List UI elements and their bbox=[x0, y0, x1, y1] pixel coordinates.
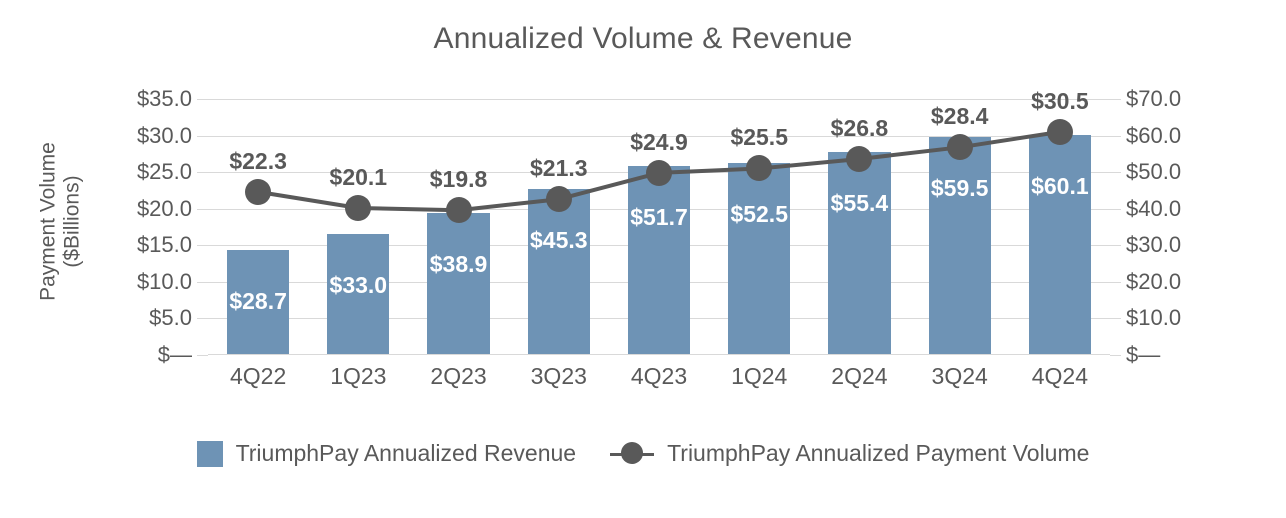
axis-tick-mark bbox=[1110, 245, 1121, 247]
line-value-label: $19.8 bbox=[429, 166, 488, 193]
category-label: 3Q24 bbox=[931, 363, 988, 389]
bar bbox=[227, 250, 290, 355]
axis-baseline bbox=[208, 354, 1110, 355]
left-axis-title-line1: Payment Volume bbox=[36, 142, 60, 301]
bar bbox=[327, 234, 390, 355]
left-tick-label: $10.0 bbox=[136, 268, 192, 294]
category-axis: 4Q22 1Q23 2Q23 3Q23 4Q23 1Q24 2Q24 3Q24 4Q24 bbox=[208, 363, 1110, 397]
right-tick-label: $70.0 bbox=[1126, 86, 1182, 111]
bar-value-label: $28.7 bbox=[229, 288, 287, 315]
legend-square-icon bbox=[196, 440, 223, 467]
line-marker bbox=[846, 145, 873, 172]
line-marker bbox=[946, 134, 973, 161]
left-tick-label: $35.0 bbox=[136, 86, 192, 111]
category-label: 4Q22 bbox=[229, 363, 287, 389]
axis-tick-mark bbox=[1110, 355, 1121, 356]
bar-value-label: $52.5 bbox=[730, 201, 788, 227]
chart-title: Annualized Volume & Revenue bbox=[433, 22, 853, 55]
bar-value-label: $55.4 bbox=[830, 190, 889, 217]
axis-tick-mark bbox=[1110, 172, 1121, 174]
left-tick-label: $15.0 bbox=[136, 232, 192, 258]
right-tick-label: $10.0 bbox=[1126, 305, 1182, 331]
legend-label-payment-volume: TriumphPay Annualized Payment Volume bbox=[667, 440, 1090, 466]
line-marker bbox=[345, 194, 372, 221]
left-tick-label: $— bbox=[157, 342, 192, 367]
line-value-label: $24.9 bbox=[630, 128, 688, 155]
axis-tick-mark bbox=[197, 281, 208, 283]
line-value-label: $30.5 bbox=[1031, 87, 1089, 114]
line-value-label: $20.1 bbox=[329, 163, 388, 190]
bar bbox=[728, 163, 791, 355]
bar bbox=[828, 152, 891, 355]
bar bbox=[1028, 135, 1091, 355]
bar bbox=[527, 189, 590, 355]
axis-tick-mark bbox=[1110, 281, 1121, 283]
axis-tick-mark bbox=[197, 208, 208, 210]
chart-legend: TriumphPay Annualized Revenue TriumphPay… bbox=[0, 440, 1286, 467]
legend-label-revenue: TriumphPay Annualized Revenue bbox=[235, 440, 577, 466]
axis-tick-mark bbox=[1110, 318, 1121, 320]
bar bbox=[427, 212, 490, 355]
bar bbox=[928, 137, 991, 355]
axis-tick-mark bbox=[197, 172, 208, 174]
left-axis-tick-labels: $35.0 $30.0 $25.0 $20.0 $15.0 $10.0 $5.0 $— bbox=[88, 86, 192, 369]
right-tick-label: $40.0 bbox=[1126, 195, 1182, 221]
left-tick-label: $25.0 bbox=[136, 159, 192, 185]
bar-value-label: $51.7 bbox=[630, 203, 688, 230]
category-label: 4Q23 bbox=[630, 363, 688, 389]
left-tick-label: $30.0 bbox=[136, 122, 192, 148]
right-tick-label: $— bbox=[1126, 342, 1161, 367]
axis-tick-mark bbox=[1110, 135, 1121, 137]
gridline bbox=[208, 135, 1110, 137]
category-label: 3Q23 bbox=[530, 363, 587, 389]
legend-item-payment-volume[interactable]: TriumphPay Annualized Payment Volume bbox=[610, 440, 1089, 467]
axis-tick-mark bbox=[197, 99, 208, 100]
gridline bbox=[208, 99, 1110, 100]
category-label: 4Q24 bbox=[1031, 363, 1089, 389]
plot-area: $28.7 $33.0 $38.9 $45.3 $51.7 $52.5 $55.4 $59.5… bbox=[197, 88, 1121, 356]
axis-tick-mark bbox=[197, 135, 208, 137]
line-marker bbox=[445, 197, 472, 224]
line-value-label: $28.4 bbox=[930, 103, 989, 130]
axis-tick-mark bbox=[197, 355, 208, 356]
axis-tick-mark bbox=[1110, 208, 1121, 210]
left-axis-title-line2: ($Billions) bbox=[60, 175, 83, 268]
right-tick-label: $60.0 bbox=[1126, 122, 1182, 148]
line-marker bbox=[646, 159, 672, 186]
line-marker bbox=[1046, 118, 1073, 145]
line-marker bbox=[545, 186, 572, 213]
bar-value-label: $60.1 bbox=[1031, 173, 1089, 200]
bar-value-label: $38.9 bbox=[429, 250, 488, 277]
line-marker bbox=[245, 178, 272, 205]
legend-item-revenue[interactable]: TriumphPay Annualized Revenue bbox=[196, 440, 577, 467]
line-value-label: $21.3 bbox=[529, 155, 588, 182]
category-label: 2Q24 bbox=[831, 363, 888, 389]
line-value-label: $22.3 bbox=[229, 147, 287, 174]
line-value-label: $25.5 bbox=[730, 124, 788, 151]
axis-tick-mark bbox=[197, 318, 208, 320]
category-label: 1Q24 bbox=[731, 363, 788, 389]
category-label: 1Q23 bbox=[330, 363, 387, 389]
legend-line-circle-icon bbox=[610, 441, 655, 466]
line-value-label: $26.8 bbox=[830, 114, 889, 141]
left-tick-label: $20.0 bbox=[136, 195, 192, 221]
right-tick-label: $20.0 bbox=[1126, 268, 1182, 294]
right-tick-label: $30.0 bbox=[1126, 232, 1182, 258]
bar-value-label: $33.0 bbox=[329, 272, 388, 299]
category-label: 2Q23 bbox=[430, 363, 487, 389]
line-marker bbox=[746, 155, 773, 182]
left-axis-title: Payment Volume ($Billions) bbox=[36, 92, 83, 352]
bar-value-label: $59.5 bbox=[930, 175, 989, 202]
right-tick-label: $50.0 bbox=[1126, 159, 1182, 185]
bar-value-label: $45.3 bbox=[529, 227, 588, 254]
axis-tick-mark bbox=[1110, 99, 1121, 100]
right-axis-tick-labels: $70.0 $60.0 $50.0 $40.0 $30.0 $20.0 $10.0 $— bbox=[1126, 86, 1230, 369]
bar bbox=[627, 165, 691, 355]
axis-tick-mark bbox=[197, 245, 208, 247]
left-tick-label: $5.0 bbox=[149, 305, 192, 331]
